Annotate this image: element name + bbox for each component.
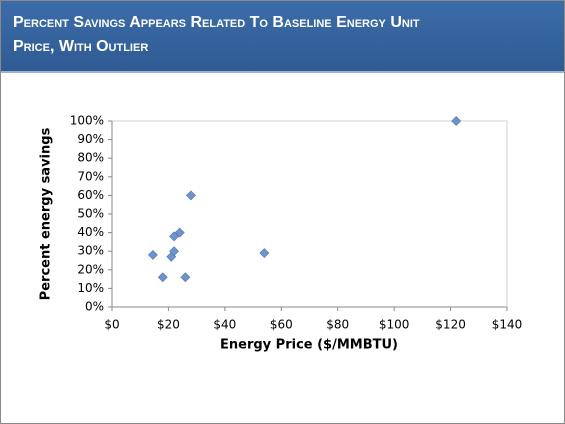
x-tick-label: $140 [492,318,523,332]
x-tick-label: $40 [213,318,236,332]
y-tick-label: 10% [77,281,104,295]
y-tick-label: 30% [77,244,104,258]
y-tick-label: 50% [77,207,104,221]
x-tick-label: $60 [270,318,293,332]
y-tick-label: 0% [85,300,104,314]
x-tick-label: $100 [379,318,410,332]
x-tick-label: $80 [326,318,349,332]
point [180,272,191,283]
point [451,116,462,126]
point [174,227,185,238]
y-tick-label: 60% [77,188,104,202]
point [169,246,179,257]
point [186,190,196,201]
slide-title: Percent Savings Appears Related To Basel… [13,14,420,55]
y-axis-label: Percent energy savings [39,127,54,300]
x-axis-label: Energy Price ($/MMBTU) [220,338,398,353]
y-tick-label: 70% [77,169,104,183]
point [147,249,158,260]
x-tick-label: $120 [435,318,466,332]
x-tick-label: $0 [104,318,119,332]
y-tick-label: 40% [77,225,104,239]
y-tick-label: 100% [70,114,104,128]
y-tick-label: 80% [77,151,104,165]
y-tick-label: 20% [77,262,104,276]
y-tick-label: 90% [77,132,104,146]
header-bar: Percent Savings Appears Related To Basel… [1,1,564,73]
x-tick-label: $20 [157,318,180,332]
plot-area [111,120,508,308]
point [157,272,168,283]
point [259,248,270,258]
